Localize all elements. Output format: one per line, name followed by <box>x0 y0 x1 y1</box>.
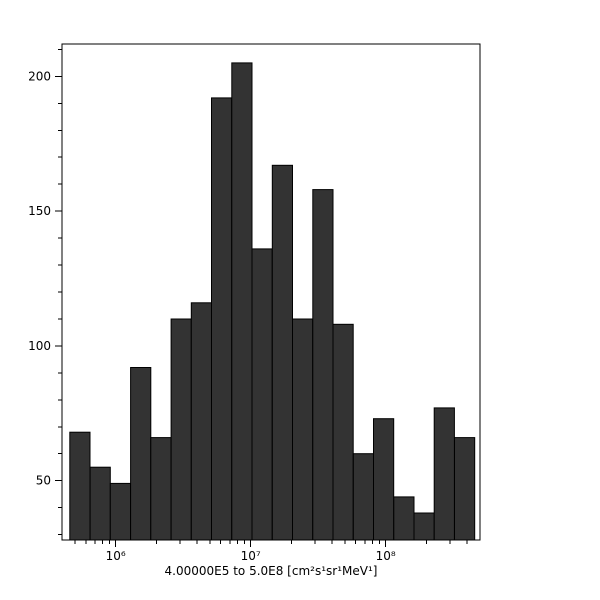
x-axis-label: 4.00000E5 to 5.0E8 [cm²s¹sr¹MeV¹] <box>164 564 378 578</box>
histogram-bar <box>312 189 334 541</box>
histogram-bar <box>130 367 152 541</box>
histogram-bar <box>393 496 415 541</box>
histogram-bar <box>170 318 192 541</box>
histogram-bar <box>454 437 476 541</box>
histogram-bar <box>190 302 213 541</box>
histogram-bar <box>271 164 293 541</box>
histogram-bar <box>89 466 111 541</box>
tick-label: 10⁸ <box>376 549 396 563</box>
histogram-bar <box>231 62 253 541</box>
histogram-bar <box>332 323 354 541</box>
tick-label: 100 <box>28 339 51 353</box>
histogram-bar <box>352 453 374 541</box>
histogram-bar <box>150 437 172 541</box>
tick-label: 10⁶ <box>106 549 126 563</box>
histogram-bar <box>373 418 395 541</box>
histogram-bar <box>251 248 273 541</box>
tick-label: 150 <box>28 204 51 218</box>
tick-label: 200 <box>28 69 51 83</box>
histogram-bar <box>109 482 132 541</box>
tick-label: 50 <box>36 474 51 488</box>
histogram-bar <box>433 407 455 541</box>
histogram-bar <box>69 431 91 541</box>
histogram-bar <box>211 97 233 541</box>
tick-label: 10⁷ <box>241 549 261 563</box>
histogram-bar <box>413 512 435 541</box>
histogram-bar <box>292 318 314 541</box>
